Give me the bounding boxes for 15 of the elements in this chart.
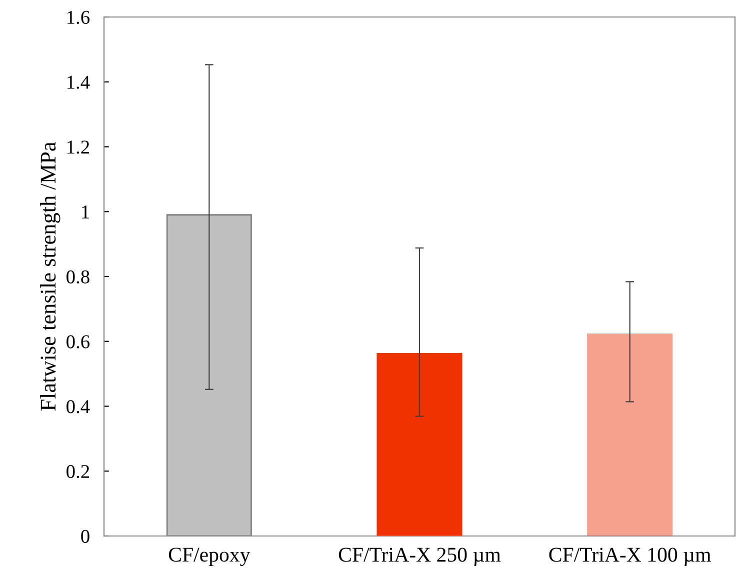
y-tick-label: 1.2 (68, 140, 90, 154)
y-tick-label: 1.6 (68, 10, 90, 24)
bar (587, 334, 673, 536)
y-axis-title: Flatwise tensile strength /MPa (40, 142, 60, 411)
y-tick-label: 0.4 (66, 400, 90, 414)
y-tick-label: 1.4 (68, 76, 90, 89)
y-tick-label: 0 (81, 530, 90, 543)
y-tick-label: 1 (82, 206, 89, 218)
y-tick-label: 0.8 (66, 270, 90, 284)
x-tick-label: CF/epoxy (168, 548, 250, 566)
y-tick-label: 0.6 (66, 335, 90, 348)
x-tick-label: CF/TriA-X 100 µm (549, 548, 711, 566)
y-tick-label: 0.2 (66, 464, 90, 478)
x-tick-label: CF/TriA-X 250 µm (338, 548, 501, 566)
bar (376, 353, 462, 536)
